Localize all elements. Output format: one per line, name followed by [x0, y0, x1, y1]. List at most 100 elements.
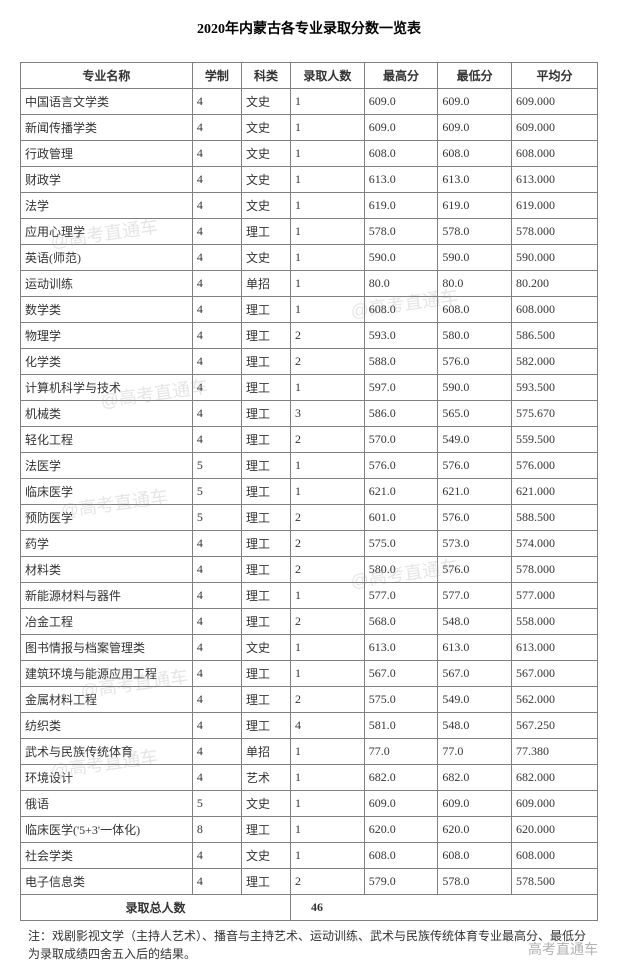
table-cell: 3	[291, 401, 365, 427]
table-cell: 文史	[241, 193, 290, 219]
table-cell: 艺术	[241, 765, 290, 791]
table-row: 纺织类4理工4581.0548.0567.250	[21, 713, 598, 739]
table-row: 建筑环境与能源应用工程4理工1567.0567.0567.000	[21, 661, 598, 687]
table-cell: 4	[192, 583, 241, 609]
table-cell: 2	[291, 609, 365, 635]
table-cell: 576.0	[438, 505, 512, 531]
table-cell: 环境设计	[21, 765, 193, 791]
table-cell: 4	[192, 297, 241, 323]
table-cell: 轻化工程	[21, 427, 193, 453]
table-cell: 613.000	[512, 167, 598, 193]
table-cell: 理工	[241, 401, 290, 427]
table-cell: 80.0	[364, 271, 438, 297]
table-cell: 冶金工程	[21, 609, 193, 635]
table-cell: 682.0	[438, 765, 512, 791]
table-cell: 1	[291, 167, 365, 193]
table-cell: 4	[192, 531, 241, 557]
table-cell: 1	[291, 635, 365, 661]
table-cell: 4	[192, 557, 241, 583]
table-cell: 计算机科学与技术	[21, 375, 193, 401]
table-cell: 理工	[241, 349, 290, 375]
table-cell: 608.0	[364, 141, 438, 167]
table-cell: 586.500	[512, 323, 598, 349]
table-cell: 576.0	[438, 349, 512, 375]
table-cell: 理工	[241, 219, 290, 245]
table-cell: 4	[192, 401, 241, 427]
table-cell: 材料类	[21, 557, 193, 583]
table-cell: 2	[291, 427, 365, 453]
table-cell: 565.0	[438, 401, 512, 427]
table-cell: 图书情报与档案管理类	[21, 635, 193, 661]
table-cell: 601.0	[364, 505, 438, 531]
table-cell: 理工	[241, 583, 290, 609]
table-cell: 4	[192, 713, 241, 739]
table-cell: 4	[192, 245, 241, 271]
table-cell: 590.0	[438, 375, 512, 401]
table-cell: 1	[291, 791, 365, 817]
table-header-cell: 科类	[241, 63, 290, 89]
footnote: 注：戏剧影视文学（主持人艺术）、播音与主持艺术、运动训练、武术与民族传统体育专业…	[20, 921, 598, 969]
table-row: 临床医学5理工1621.0621.0621.000	[21, 479, 598, 505]
table-cell: 579.0	[364, 869, 438, 895]
table-cell: 1	[291, 843, 365, 869]
summary-value: 46	[291, 895, 598, 921]
table-cell: 临床医学	[21, 479, 193, 505]
table-cell: 5	[192, 791, 241, 817]
table-cell: 1	[291, 817, 365, 843]
table-cell: 574.000	[512, 531, 598, 557]
table-cell: 俄语	[21, 791, 193, 817]
table-cell: 1	[291, 115, 365, 141]
table-cell: 机械类	[21, 401, 193, 427]
table-cell: 4	[192, 115, 241, 141]
table-cell: 2	[291, 557, 365, 583]
table-cell: 609.0	[438, 89, 512, 115]
table-cell: 578.0	[438, 869, 512, 895]
table-cell: 建筑环境与能源应用工程	[21, 661, 193, 687]
table-row: 物理学4理工2593.0580.0586.500	[21, 323, 598, 349]
table-header-cell: 专业名称	[21, 63, 193, 89]
table-cell: 理工	[241, 869, 290, 895]
table-cell: 1	[291, 739, 365, 765]
table-cell: 580.0	[438, 323, 512, 349]
table-cell: 文史	[241, 141, 290, 167]
table-cell: 理工	[241, 375, 290, 401]
table-cell: 576.000	[512, 453, 598, 479]
table-cell: 1	[291, 219, 365, 245]
table-cell: 新闻传播学类	[21, 115, 193, 141]
table-cell: 理工	[241, 713, 290, 739]
table-cell: 金属材料工程	[21, 687, 193, 713]
table-cell: 609.0	[364, 791, 438, 817]
table-cell: 理工	[241, 661, 290, 687]
table-row: 英语(师范)4文史1590.0590.0590.000	[21, 245, 598, 271]
table-cell: 682.0	[364, 765, 438, 791]
table-cell: 预防医学	[21, 505, 193, 531]
table-cell: 577.0	[438, 583, 512, 609]
table-cell: 单招	[241, 739, 290, 765]
table-cell: 文史	[241, 843, 290, 869]
table-cell: 电子信息类	[21, 869, 193, 895]
table-cell: 578.0	[364, 219, 438, 245]
table-cell: 1	[291, 141, 365, 167]
table-cell: 588.500	[512, 505, 598, 531]
table-cell: 621.000	[512, 479, 598, 505]
table-cell: 77.0	[438, 739, 512, 765]
table-row: 轻化工程4理工2570.0549.0559.500	[21, 427, 598, 453]
table-cell: 2	[291, 505, 365, 531]
table-cell: 法医学	[21, 453, 193, 479]
table-row: 机械类4理工3586.0565.0575.670	[21, 401, 598, 427]
table-cell: 4	[192, 375, 241, 401]
table-cell: 1	[291, 271, 365, 297]
table-cell: 4	[192, 739, 241, 765]
table-row: 应用心理学4理工1578.0578.0578.000	[21, 219, 598, 245]
table-cell: 590.0	[364, 245, 438, 271]
table-cell: 608.0	[438, 141, 512, 167]
table-cell: 理工	[241, 505, 290, 531]
table-cell: 4	[192, 219, 241, 245]
table-cell: 4	[192, 869, 241, 895]
table-cell: 理工	[241, 557, 290, 583]
table-cell: 620.000	[512, 817, 598, 843]
table-cell: 4	[192, 661, 241, 687]
table-cell: 纺织类	[21, 713, 193, 739]
table-cell: 609.000	[512, 89, 598, 115]
table-row: 运动训练4单招180.080.080.200	[21, 271, 598, 297]
